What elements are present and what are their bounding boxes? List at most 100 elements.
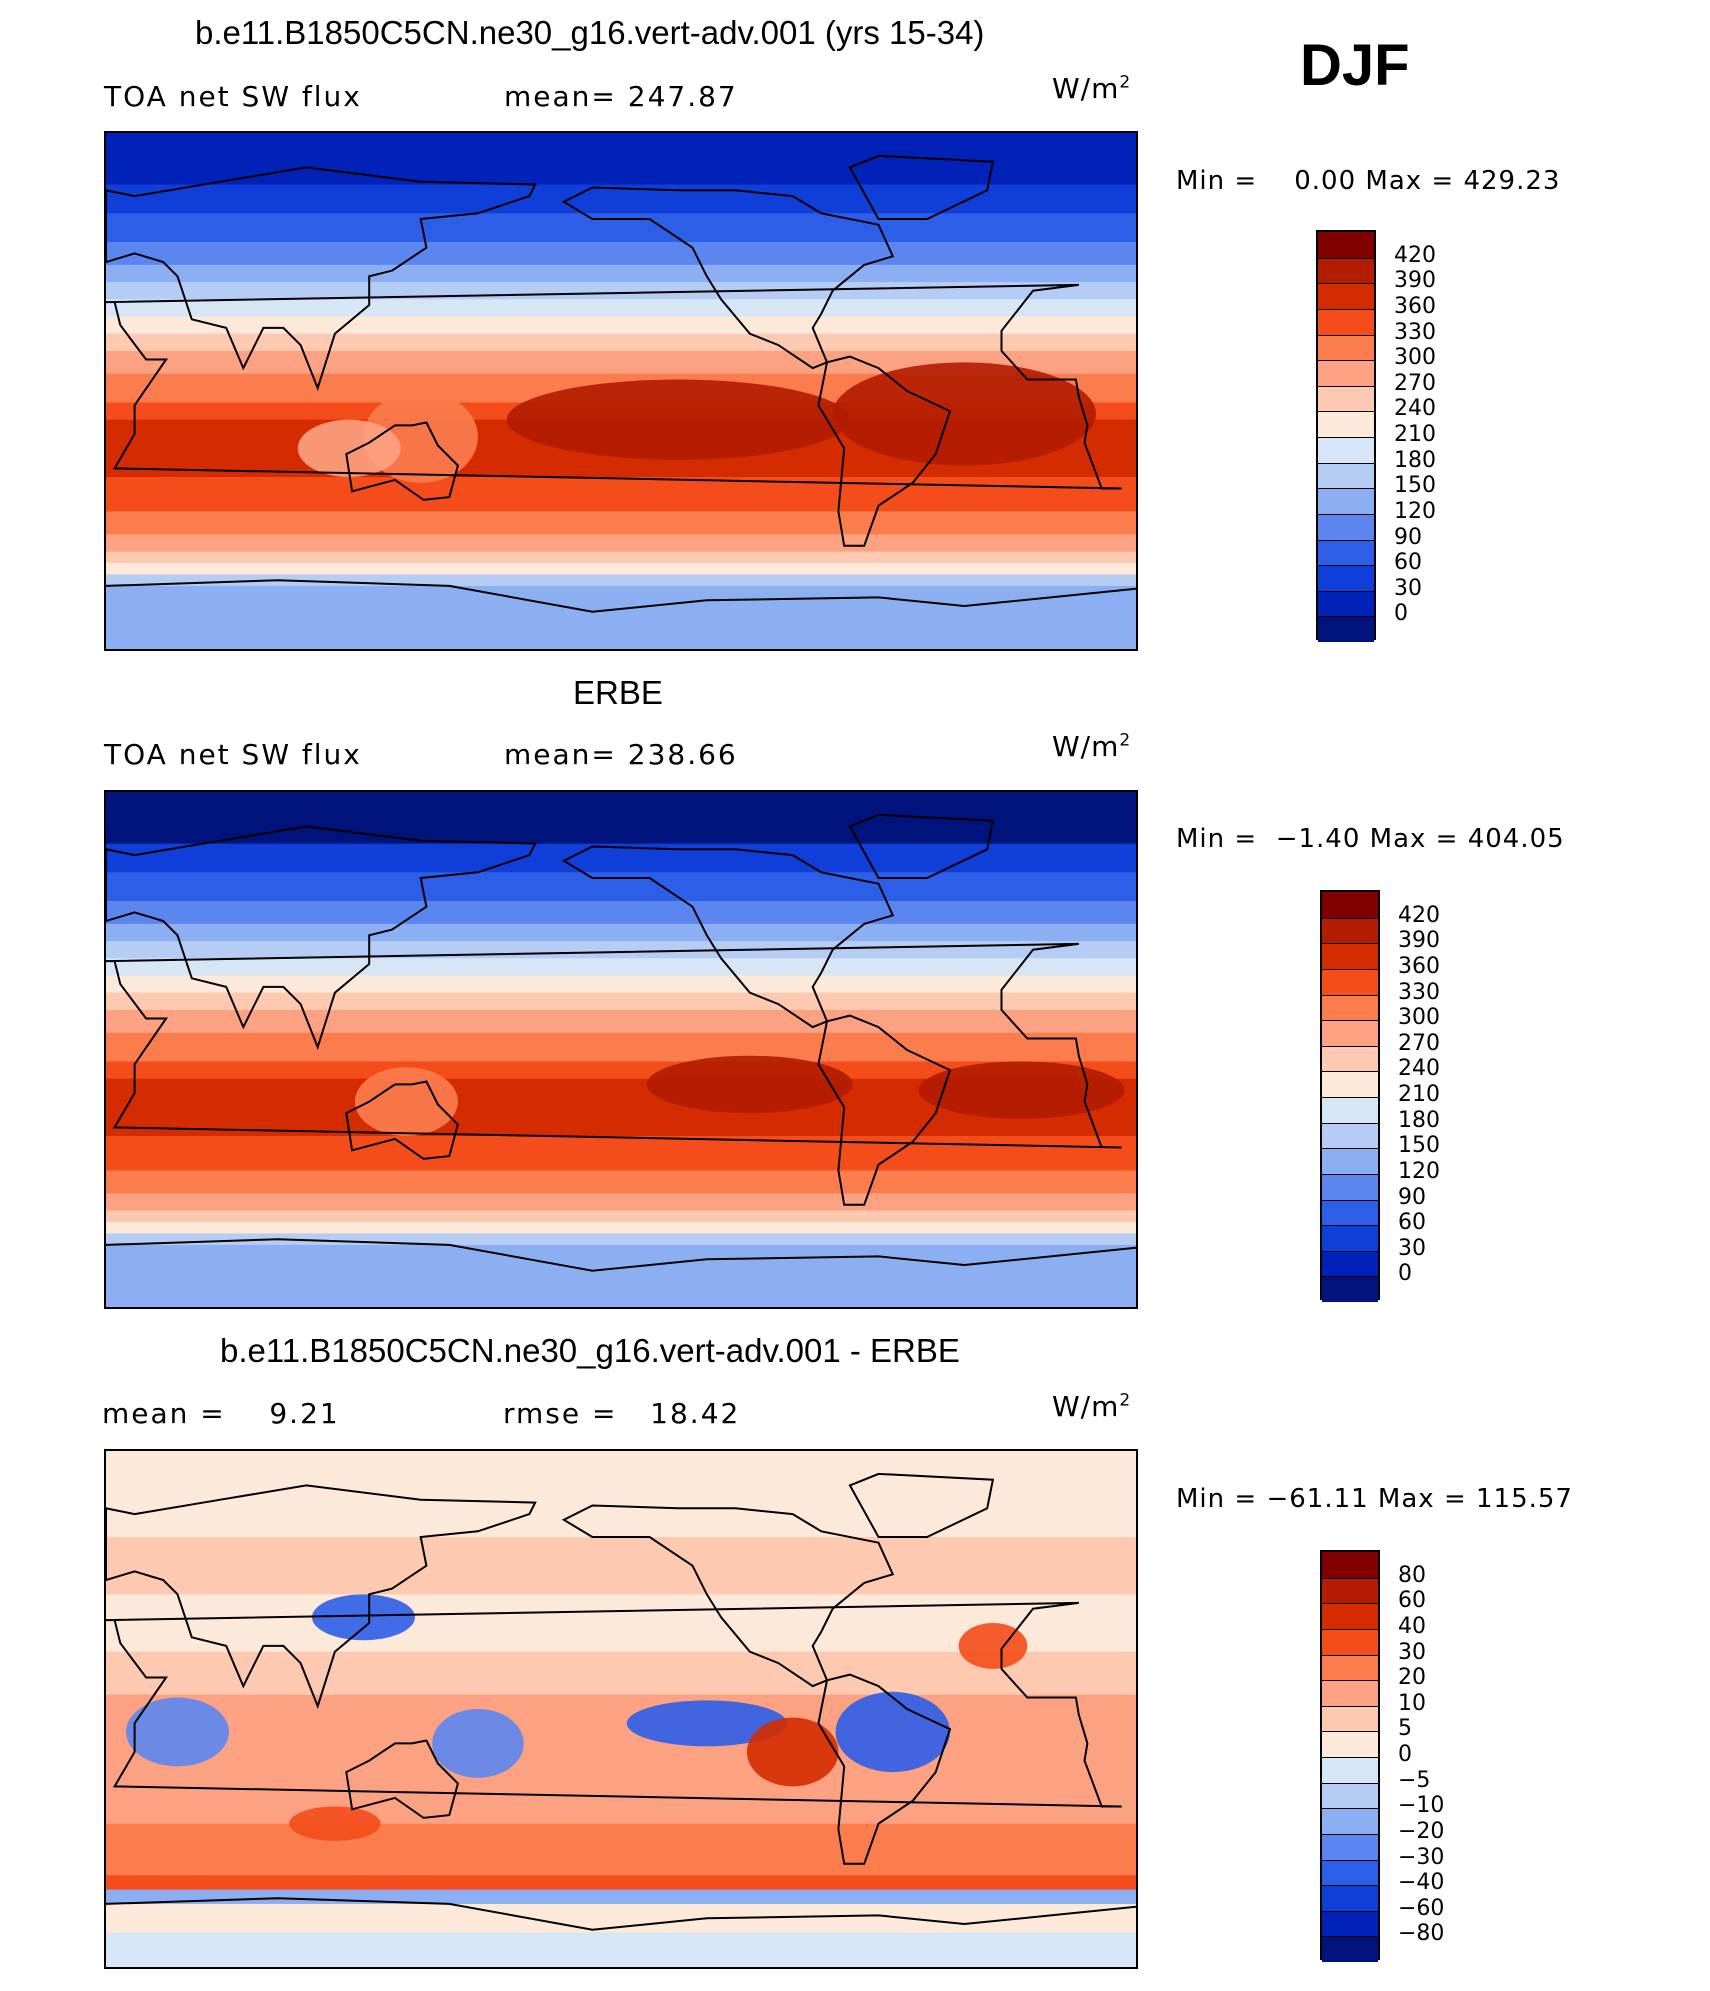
colorbar-swatch xyxy=(1318,385,1374,412)
map-contour-band xyxy=(106,316,1136,335)
colorbar-tick-label: 150 xyxy=(1398,1133,1440,1159)
coastline xyxy=(345,1080,460,1160)
coastline xyxy=(106,1601,1122,1808)
colorbar-box xyxy=(1320,1550,1380,1962)
colorbar-tick-label: −10 xyxy=(1398,1793,1445,1819)
map-contour-feature xyxy=(432,1709,524,1778)
colorbar-tick-label: 120 xyxy=(1394,498,1436,524)
map-contour-band xyxy=(106,958,1136,977)
colorbar-swatch xyxy=(1322,1199,1378,1226)
map-contour-band xyxy=(106,1766,1136,1825)
panel-3-rmse: rmse = 18.42 xyxy=(503,1397,741,1430)
map-contour-band xyxy=(106,900,1136,925)
map-contour-band xyxy=(106,1170,1136,1195)
units-exponent: 2 xyxy=(1119,730,1132,751)
colorbar-box xyxy=(1320,890,1380,1302)
colorbar-tick-label: 40 xyxy=(1398,1613,1426,1639)
colorbar-swatch xyxy=(1322,1833,1378,1860)
colorbar-tick-label: 80 xyxy=(1398,1562,1426,1588)
colorbar-tick-label: 90 xyxy=(1398,1184,1426,1210)
colorbar-tick-label: 0 xyxy=(1394,601,1408,627)
colorbar-tick-label: 270 xyxy=(1394,370,1436,396)
map-contour-band xyxy=(106,477,1136,513)
map-contour-band xyxy=(106,992,1136,1011)
units-exponent: 2 xyxy=(1119,1390,1132,1411)
map-contour-band xyxy=(106,264,1136,284)
colorbar-swatch xyxy=(1322,1731,1378,1757)
coastline xyxy=(345,421,460,501)
colorbar-swatch xyxy=(1318,411,1374,437)
colorbar-tick-label: 360 xyxy=(1394,293,1436,319)
map-contour-band xyxy=(106,975,1136,994)
colorbar-tick-label: 30 xyxy=(1394,575,1422,601)
colorbar-tick-label: 150 xyxy=(1394,473,1436,499)
coastline xyxy=(106,1238,1136,1272)
map-contour-feature xyxy=(312,1594,415,1641)
colorbar-tick-label: −60 xyxy=(1398,1895,1445,1921)
map-contour-band xyxy=(106,1932,1136,1967)
map-contour-feature xyxy=(289,1806,381,1841)
coastline xyxy=(848,813,995,879)
colorbar-swatch xyxy=(1322,1097,1378,1123)
map-contour-feature xyxy=(297,419,401,478)
colorbar-tick-label: 300 xyxy=(1394,345,1436,371)
colorbar-swatch xyxy=(1322,1148,1378,1174)
map-contour-band xyxy=(106,941,1136,960)
colorbar-swatch xyxy=(1322,1628,1378,1655)
colorbar-tick-label: 5 xyxy=(1398,1716,1412,1742)
colorbar-tick-label: −40 xyxy=(1398,1870,1445,1896)
colorbar-tick-label: 420 xyxy=(1394,242,1436,268)
map-contour-feature xyxy=(958,1623,1028,1669)
coastline xyxy=(106,942,1122,1149)
colorbar-swatch xyxy=(1322,1577,1378,1604)
units-base: W/m xyxy=(1052,730,1120,763)
colorbar-swatch xyxy=(1318,513,1374,540)
colorbar-swatch xyxy=(1322,1885,1378,1911)
map-contour-band xyxy=(106,282,1136,301)
map-contour-band xyxy=(106,213,1136,243)
panel-3-colorbar: 80 60 40 30 20 10 5 0 −5 −10 −20 −30 −40 −60 −80 xyxy=(1320,1550,1520,1962)
colorbar-swatch xyxy=(1322,1173,1378,1200)
colorbar-swatch xyxy=(1322,1705,1378,1732)
colorbar-tick-label: 390 xyxy=(1398,928,1440,954)
map-contour-band xyxy=(106,1222,1136,1235)
colorbar-tick-label: 60 xyxy=(1398,1588,1426,1614)
colorbar-swatch xyxy=(1318,360,1374,386)
coastline xyxy=(106,825,537,1051)
map-contour-band xyxy=(106,1061,1136,1080)
colorbar-swatch xyxy=(1322,1859,1378,1886)
map-contour-band xyxy=(106,241,1136,266)
colorbar-swatch xyxy=(1322,1045,1378,1072)
panel-2-mean: mean= 238.66 xyxy=(504,738,738,771)
panel-2-map xyxy=(104,790,1138,1309)
map-contour-band xyxy=(106,1210,1136,1223)
colorbar-swatch xyxy=(1322,1654,1378,1681)
colorbar-tick-label: 330 xyxy=(1394,319,1436,345)
coastline xyxy=(106,1897,1136,1931)
map-contour-band xyxy=(106,1032,1136,1063)
map-contour-band xyxy=(106,1875,1136,1891)
colorbar-tick-label: 330 xyxy=(1398,979,1440,1005)
map-contour-band xyxy=(106,299,1136,318)
coastline xyxy=(345,1739,460,1819)
map-contour-feature xyxy=(626,1700,787,1747)
colorbar-swatch xyxy=(1322,1757,1378,1783)
colorbar-tick-label: 90 xyxy=(1394,524,1422,550)
colorbar-swatch xyxy=(1322,943,1378,969)
colorbar-swatch xyxy=(1322,892,1378,918)
colorbar-swatch xyxy=(1318,437,1374,463)
map-contour-feature xyxy=(126,1697,230,1767)
map-contour-band xyxy=(106,1537,1136,1596)
panel-3-mean: mean = 9.21 xyxy=(102,1397,340,1430)
map-contour-feature xyxy=(746,1717,839,1787)
colorbar-swatch xyxy=(1322,1910,1378,1937)
coastline xyxy=(106,1484,537,1710)
panel-2-minmax: Min = −1.40 Max = 404.05 xyxy=(1176,824,1565,854)
colorbar-tick-label: 390 xyxy=(1394,268,1436,294)
colorbar-tick-label: 210 xyxy=(1398,1082,1440,1107)
colorbar-swatch xyxy=(1322,1225,1378,1251)
colorbar-swatch xyxy=(1322,917,1378,944)
map-contour-band xyxy=(106,1823,1136,1877)
colorbar-tick-label: 0 xyxy=(1398,1261,1412,1287)
map-contour-band xyxy=(106,1694,1136,1768)
